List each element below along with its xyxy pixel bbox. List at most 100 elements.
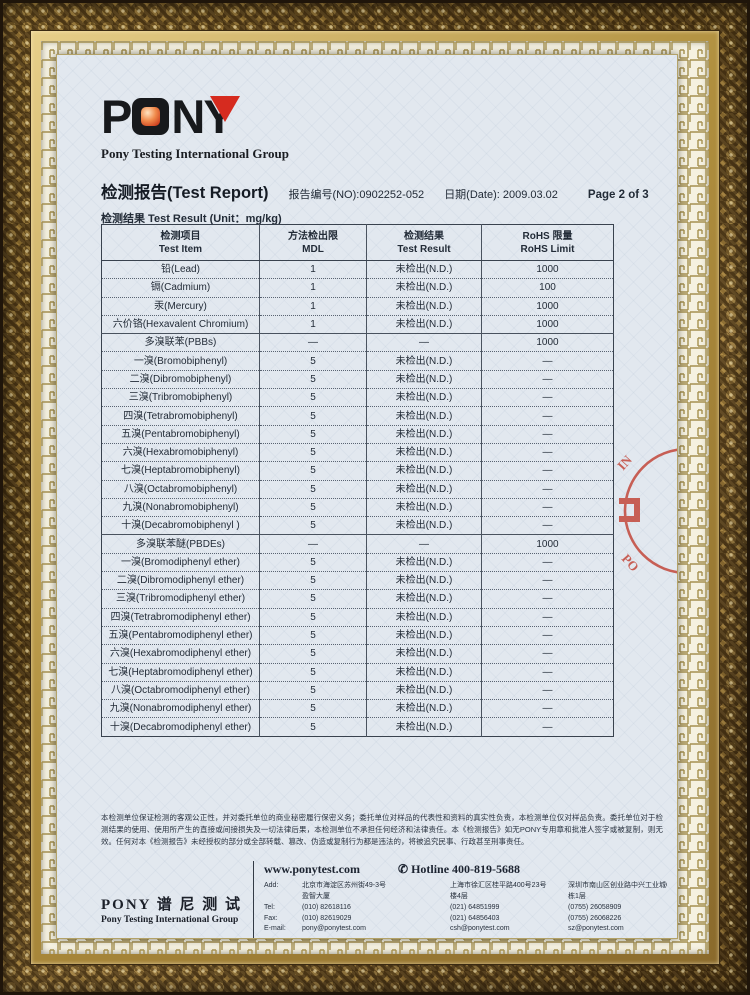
- cell-mdl: 5: [259, 424, 367, 444]
- cell-mdl: 5: [259, 406, 367, 426]
- cell-limit: —: [481, 607, 614, 627]
- table-row: 镉(Cadmium) 1 未检出(N.D.) 100: [101, 278, 614, 298]
- table-row: 五溴(Pentabromodiphenyl ether) 5 未检出(N.D.)…: [101, 625, 614, 645]
- red-triangle-icon: [209, 95, 240, 122]
- cell-result: 未检出(N.D.): [366, 296, 482, 316]
- report-page: P N Y Pony Testing International Group 检…: [56, 54, 678, 939]
- label-email: E-mail:: [264, 925, 286, 933]
- office-bj-addr2: 盈智大厦: [302, 892, 330, 900]
- cell-limit: —: [481, 571, 614, 590]
- cell-result: 未检出(N.D.): [366, 552, 482, 572]
- col-header-limit: RoHS 限量 RoHS Limit: [481, 224, 614, 261]
- cell-limit: —: [481, 589, 614, 609]
- cell-test-item: 多溴联苯(PBBs): [101, 333, 260, 352]
- disclaimer-text: 本检测单位保证检测的客观公正性，并对委托单位的商业秘密履行保密义务；委托单位对样…: [101, 813, 663, 847]
- seal-arc-top-text: IN: [614, 452, 635, 473]
- cell-limit: —: [481, 625, 614, 645]
- cell-result: 未检出(N.D.): [366, 589, 482, 609]
- cell-test-item: 九溴(Nonabromodiphenyl ether): [101, 699, 260, 718]
- col-header-mdl: 方法检出限 MDL: [259, 224, 367, 261]
- pony-logo: P N Y Pony Testing International Group: [101, 93, 289, 162]
- cell-mdl: 1: [259, 260, 367, 279]
- website-link: www.ponytest.com: [264, 862, 360, 876]
- cell-result: 未检出(N.D.): [366, 424, 482, 444]
- cell-mdl: 5: [259, 552, 367, 572]
- cell-limit: —: [481, 369, 614, 389]
- cell-limit: —: [481, 479, 614, 499]
- table-row: 一溴(Bromodiphenyl ether) 5 未检出(N.D.) —: [101, 552, 614, 572]
- footer-brand: PONY 谱 尼 测 试 Pony Testing International …: [101, 861, 253, 938]
- cell-test-item: 八溴(Octabromodiphenyl ether): [101, 680, 260, 700]
- table-row: 六溴(Hexabromobiphenyl) 5 未检出(N.D.) —: [101, 442, 614, 462]
- cell-test-item: 汞(Mercury): [101, 296, 260, 316]
- cell-result: 未检出(N.D.): [366, 461, 482, 481]
- cell-result: 未检出(N.D.): [366, 369, 482, 389]
- cell-result: 未检出(N.D.): [366, 388, 482, 407]
- cell-result: 未检出(N.D.): [366, 699, 482, 718]
- seal-arc-bottom-text: PO: [619, 551, 642, 574]
- seal-glyph-fragment: [619, 498, 640, 522]
- cell-mdl: 5: [259, 516, 367, 535]
- footer-contact-right: www.ponytest.com ✆ Hotline 400-819-5688 …: [253, 861, 667, 938]
- cell-limit: 1000: [481, 260, 614, 279]
- web-hotline-row: www.ponytest.com ✆ Hotline 400-819-5688: [264, 862, 667, 877]
- cell-test-item: 多溴联苯醚(PBDEs): [101, 534, 260, 554]
- page-indicator: Page 2 of 3: [587, 189, 649, 201]
- cell-mdl: 5: [259, 589, 367, 609]
- cell-result: 未检出(N.D.): [366, 479, 482, 499]
- cell-mdl: 5: [259, 717, 367, 737]
- cell-mdl: 5: [259, 699, 367, 718]
- table-body: 铅(Lead) 1 未检出(N.D.) 1000 镉(Cadmium) 1 未检…: [101, 260, 614, 737]
- table-row: 三溴(Tribromobiphenyl) 5 未检出(N.D.) —: [101, 388, 614, 407]
- cell-limit: 1000: [481, 296, 614, 316]
- cell-test-item: 六溴(Hexabromodiphenyl ether): [101, 644, 260, 664]
- table-row: 九溴(Nonabromodiphenyl ether) 5 未检出(N.D.) …: [101, 699, 614, 718]
- table-row: 汞(Mercury) 1 未检出(N.D.) 1000: [101, 296, 614, 316]
- cell-limit: —: [481, 388, 614, 407]
- cell-result: 未检出(N.D.): [366, 717, 482, 737]
- address-grid: Add: 北京市海淀区苏州街49-3号 上海市徐汇区桂平路400号23号 深圳市…: [264, 881, 667, 935]
- cell-test-item: 五溴(Pentabromodiphenyl ether): [101, 625, 260, 645]
- office-sh-fax: (021) 64856403: [450, 914, 500, 922]
- cell-limit: —: [481, 461, 614, 481]
- cell-mdl: 1: [259, 296, 367, 316]
- cell-result: 未检出(N.D.): [366, 260, 482, 279]
- cell-mdl: 5: [259, 497, 367, 517]
- cell-mdl: 5: [259, 369, 367, 389]
- office-bj-email: pony@ponytest.com: [302, 925, 366, 933]
- cell-limit: —: [481, 680, 614, 700]
- cell-result: 未检出(N.D.): [366, 680, 482, 700]
- report-header: 检测报告(Test Report) 报告编号(NO):0902252-052 日…: [101, 179, 651, 203]
- table-row: 十溴(Decabromobiphenyl ) 5 未检出(N.D.) —: [101, 516, 614, 535]
- cell-limit: 1000: [481, 333, 614, 352]
- cell-test-item: 二溴(Dibromobiphenyl): [101, 369, 260, 389]
- cell-test-item: 一溴(Bromodiphenyl ether): [101, 552, 260, 572]
- cell-mdl: 1: [259, 314, 367, 334]
- cell-test-item: 七溴(Heptabromobiphenyl): [101, 461, 260, 481]
- cell-limit: —: [481, 552, 614, 572]
- cell-mdl: 5: [259, 607, 367, 627]
- table-row: 八溴(Octabromobiphenyl) 5 未检出(N.D.) —: [101, 479, 614, 499]
- office-sh-addr2: 楼4层: [450, 892, 468, 900]
- cell-limit: —: [481, 699, 614, 718]
- logo-tagline: Pony Testing International Group: [101, 146, 289, 161]
- cell-result: 未检出(N.D.): [366, 625, 482, 645]
- table-row: 八溴(Octabromodiphenyl ether) 5 未检出(N.D.) …: [101, 680, 614, 700]
- test-result-table: 检测项目 Test Item 方法检出限 MDL 检测结果 Test Result R…: [101, 224, 614, 737]
- cell-test-item: 六溴(Hexabromobiphenyl): [101, 442, 260, 462]
- table-row: 多溴联苯醚(PBDEs) — — 1000: [101, 534, 614, 554]
- report-title: 检测报告(Test Report): [101, 184, 269, 202]
- cell-test-item: 八溴(Octabromobiphenyl): [101, 479, 260, 499]
- cell-result: —: [366, 534, 482, 554]
- office-bj-tel: (010) 82618116: [302, 903, 351, 911]
- cell-test-item: 四溴(Tetrabromodiphenyl ether): [101, 607, 260, 627]
- pony-logo-word: P N Y: [101, 89, 289, 143]
- cell-limit: —: [481, 424, 614, 444]
- red-seal-stamp: IN PO: [614, 448, 677, 574]
- cell-mdl: 5: [259, 680, 367, 700]
- cell-result: 未检出(N.D.): [366, 571, 482, 590]
- report-number: 报告编号(NO):0902252-052: [288, 189, 425, 201]
- logo-letter-p: P: [101, 89, 132, 143]
- cell-result: 未检出(N.D.): [366, 351, 482, 371]
- cell-result: 未检出(N.D.): [366, 314, 482, 334]
